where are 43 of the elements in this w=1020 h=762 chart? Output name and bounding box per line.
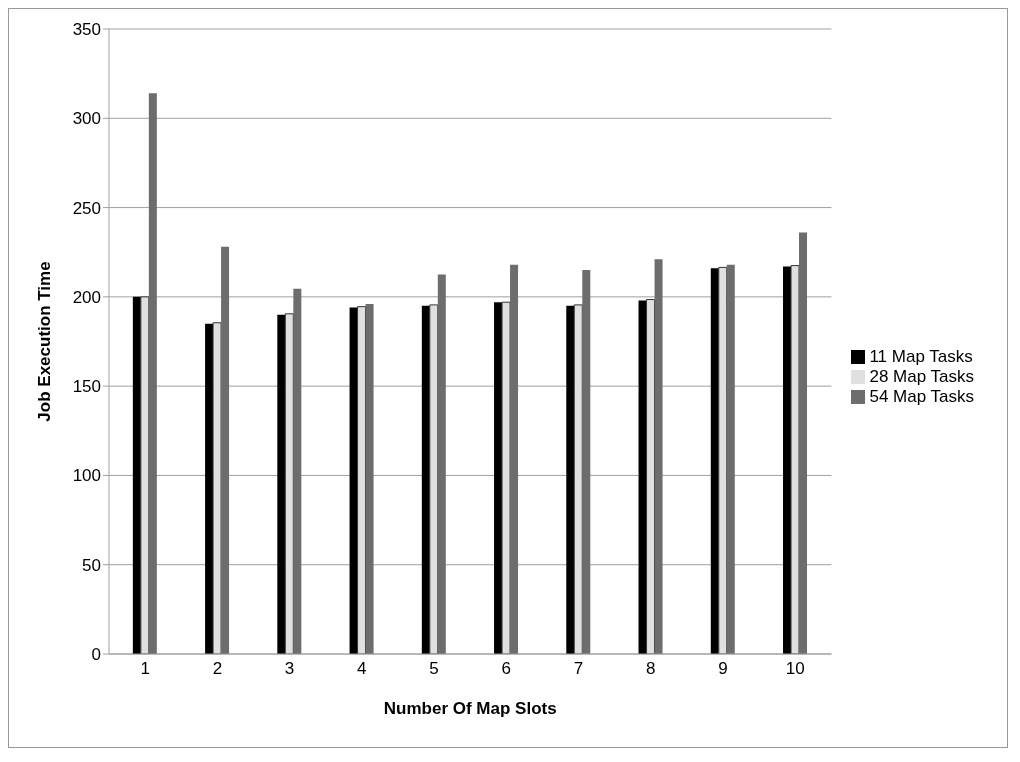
- bar: [365, 304, 374, 654]
- bar: [799, 232, 808, 654]
- legend-label: 54 Map Tasks: [869, 386, 974, 406]
- bar: [277, 314, 286, 654]
- x-tick-label: 4: [357, 659, 367, 679]
- y-tick-label: 100: [72, 466, 101, 486]
- x-tick-label: 3: [284, 659, 295, 679]
- bar: [654, 259, 663, 654]
- x-axis-title: Number Of Map Slots: [383, 699, 557, 718]
- y-tick-label: 150: [72, 377, 101, 397]
- legend-label: 28 Map Tasks: [869, 366, 974, 386]
- x-tick-label: 6: [501, 659, 512, 679]
- y-axis-title: Job Execution Time: [35, 261, 55, 422]
- legend-label: 11 Map Tasks: [869, 346, 973, 366]
- bar: [510, 264, 519, 654]
- x-tick-label: 9: [718, 659, 728, 679]
- y-tick-label: 250: [72, 198, 101, 218]
- x-tick-label: 5: [429, 659, 439, 679]
- bar: [429, 304, 439, 654]
- bar: [718, 266, 728, 654]
- bar: [148, 93, 157, 654]
- y-tick-label: 350: [72, 20, 101, 40]
- bar: [646, 299, 656, 654]
- bar: [212, 322, 222, 654]
- bar: [437, 274, 446, 654]
- y-tick-label: 300: [72, 109, 101, 129]
- bar: [582, 270, 591, 654]
- x-tick-label: 1: [140, 659, 150, 679]
- y-tick-label: 200: [72, 287, 101, 307]
- x-tick-label: 7: [573, 659, 584, 679]
- bar: [357, 306, 367, 654]
- bar: [566, 305, 575, 654]
- bar: [726, 264, 735, 654]
- x-tick-label: 2: [212, 659, 223, 679]
- bar: [790, 265, 800, 654]
- bar: [293, 288, 302, 654]
- x-tick-label: 10: [785, 659, 805, 679]
- y-tick-label: 0: [91, 645, 101, 665]
- y-tick-label: 50: [82, 555, 101, 575]
- bar: [221, 246, 230, 654]
- bar: [140, 296, 150, 654]
- bar: [501, 301, 511, 654]
- x-tick-label: 8: [646, 659, 656, 679]
